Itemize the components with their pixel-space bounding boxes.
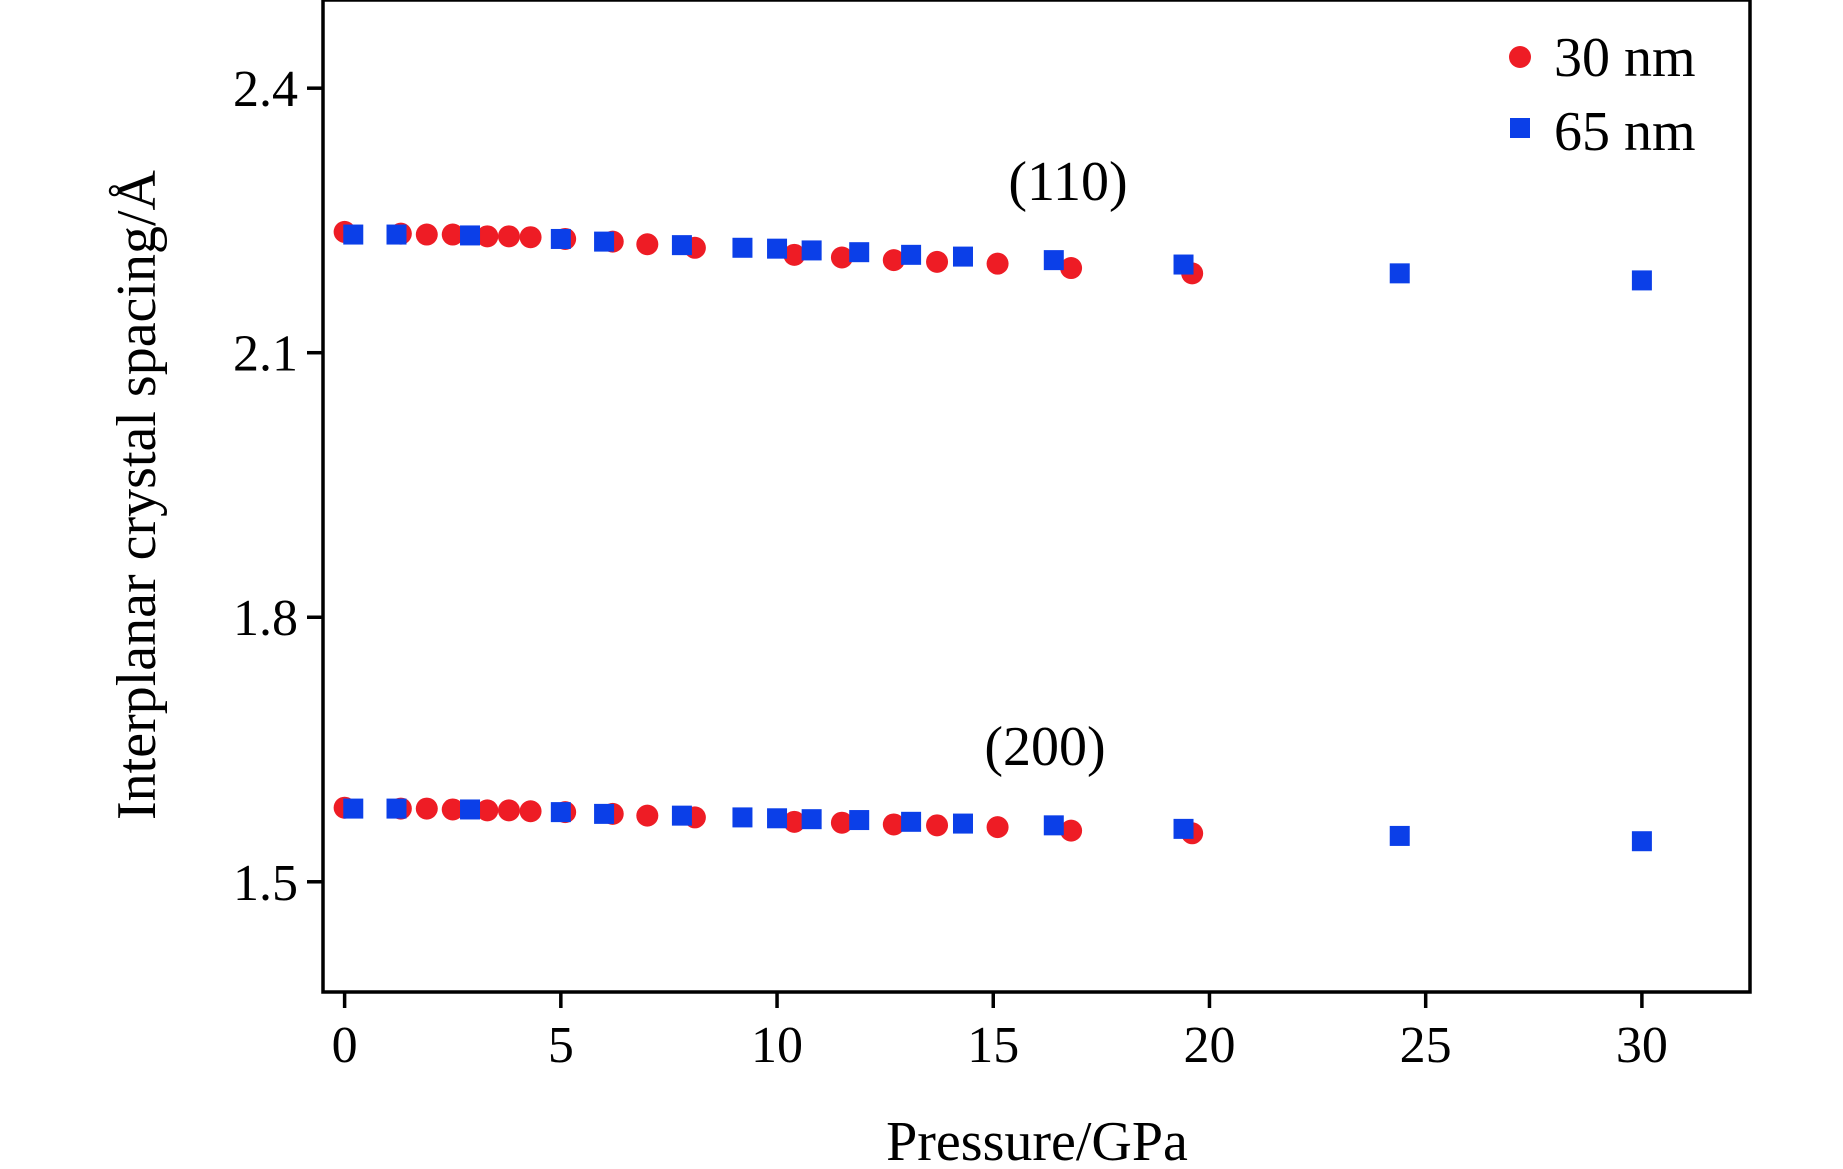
data-point-65nm [594,803,615,824]
axis-tick-labels: 0 5 10 15 20 25 30 1.5 1.8 2.1 2.4 [233,61,1668,1074]
data-point-65nm [460,225,481,246]
data-point-30nm [1060,257,1083,280]
data-point-65nm [671,235,692,256]
data-point-30nm [636,233,659,256]
x-tick-label: 25 [1400,1017,1452,1074]
data-point-65nm [386,798,407,819]
y-tick-label: 1.8 [233,590,298,647]
axis-ticks [307,86,1644,1008]
data-point-65nm [343,798,364,819]
data-point-65nm [1631,270,1652,291]
data-point-30nm [476,225,499,248]
data-point-30nm [882,249,905,272]
data-point-65nm [671,805,692,826]
data-markers [333,220,1652,852]
y-tick-label: 1.5 [233,855,298,912]
data-point-65nm [901,811,922,832]
data-point-65nm [952,246,973,267]
x-tick-label: 0 [332,1017,358,1074]
y-axis-title: Interplanar crystal spacing/Å [106,169,168,820]
data-point-65nm [732,807,753,828]
data-point-30nm [1060,819,1083,842]
x-tick-label: 15 [967,1017,1019,1074]
data-point-65nm [1389,263,1410,284]
data-point-65nm [1173,818,1194,839]
data-point-65nm [767,808,788,829]
data-point-30nm [441,223,464,246]
data-point-65nm [801,809,822,830]
data-point-65nm [1043,250,1064,271]
data-point-65nm [901,244,922,265]
data-point-30nm [986,816,1009,839]
data-point-65nm [1173,254,1194,275]
data-point-65nm [550,228,571,249]
data-point-65nm [801,240,822,261]
data-point-65nm [550,802,571,823]
data-point-30nm [882,813,905,836]
data-point-30nm [415,797,438,820]
legend-label-30nm: 30 nm [1554,27,1696,89]
data-point-65nm [849,242,870,263]
y-tick-label: 2.1 [233,326,298,383]
data-point-30nm [476,799,499,822]
data-point-65nm [849,810,870,831]
x-tick-label: 5 [548,1017,574,1074]
x-tick-label: 30 [1616,1017,1668,1074]
data-point-30nm [636,804,659,827]
y-tick-label: 2.4 [233,61,298,118]
data-point-65nm [1631,831,1652,852]
data-point-30nm [926,814,949,837]
x-tick-label: 20 [1183,1017,1235,1074]
plot-frame [321,0,1752,994]
data-point-30nm [830,246,853,269]
data-point-30nm [497,225,520,248]
data-point-30nm [926,250,949,273]
data-point-65nm [732,237,753,258]
data-point-65nm [1389,825,1410,846]
series-1 [343,224,1652,852]
annotation-200: (200) [984,716,1105,778]
data-point-30nm [830,811,853,834]
data-point-30nm [497,799,520,822]
legend-label-65nm: 65 nm [1554,101,1696,163]
data-point-65nm [386,224,407,245]
data-point-30nm [415,223,438,246]
data-point-65nm [594,231,615,252]
data-point-30nm [441,798,464,821]
legend-marker-30nm [1509,46,1531,68]
data-point-65nm [343,224,364,245]
data-point-30nm [519,226,542,249]
data-point-65nm [952,813,973,834]
x-axis-title: Pressure/GPa [886,1111,1188,1169]
data-point-30nm [783,243,806,266]
data-point-30nm [986,252,1009,275]
legend-marker-65nm [1510,118,1530,138]
annotation-110: (110) [1008,151,1127,213]
legend: 30 nm 65 nm [1509,27,1696,163]
data-point-65nm [767,238,788,259]
x-tick-label: 10 [751,1017,803,1074]
data-point-65nm [460,799,481,820]
data-point-30nm [519,800,542,823]
data-point-30nm [783,810,806,833]
data-point-65nm [1043,815,1064,836]
